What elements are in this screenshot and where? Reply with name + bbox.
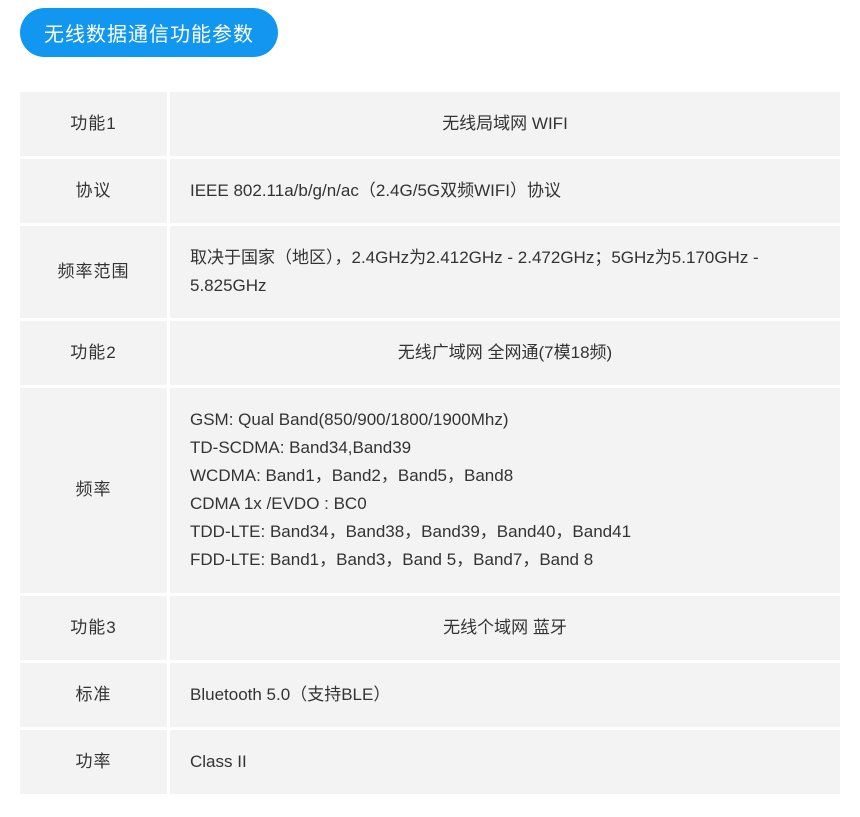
- row-value: 取决于国家（地区），2.4GHz为2.412GHz - 2.472GHz；5GH…: [170, 226, 840, 318]
- freq-line: GSM: Qual Band(850/900/1800/1900Mhz): [190, 406, 820, 434]
- row-label: 标准: [20, 663, 170, 727]
- table-row: 频率范围 取决于国家（地区），2.4GHz为2.412GHz - 2.472GH…: [20, 226, 840, 318]
- row-value: GSM: Qual Band(850/900/1800/1900Mhz) TD-…: [170, 388, 840, 592]
- table-row: 功率 Class II: [20, 730, 840, 794]
- table-row: 协议 IEEE 802.11a/b/g/n/ac（2.4G/5G双频WIFI）协…: [20, 159, 840, 223]
- row-label: 频率: [20, 388, 170, 592]
- row-value: Class II: [170, 730, 840, 794]
- table-row: 功能1 无线局域网 WIFI: [20, 92, 840, 156]
- row-value: IEEE 802.11a/b/g/n/ac（2.4G/5G双频WIFI）协议: [170, 159, 840, 223]
- row-value: 无线局域网 WIFI: [170, 92, 840, 156]
- spec-table: 功能1 无线局域网 WIFI 协议 IEEE 802.11a/b/g/n/ac（…: [20, 89, 840, 797]
- row-value: 无线个域网 蓝牙: [170, 596, 840, 660]
- row-label: 功率: [20, 730, 170, 794]
- row-label: 功能2: [20, 321, 170, 385]
- table-row: 功能3 无线个域网 蓝牙: [20, 596, 840, 660]
- table-row: 功能2 无线广域网 全网通(7模18频): [20, 321, 840, 385]
- row-label: 协议: [20, 159, 170, 223]
- table-row: 频率 GSM: Qual Band(850/900/1800/1900Mhz) …: [20, 388, 840, 592]
- row-value: Bluetooth 5.0（支持BLE）: [170, 663, 840, 727]
- row-label: 功能1: [20, 92, 170, 156]
- table-row: 标准 Bluetooth 5.0（支持BLE）: [20, 663, 840, 727]
- freq-line: WCDMA: Band1，Band2，Band5，Band8: [190, 462, 820, 490]
- row-label: 功能3: [20, 596, 170, 660]
- freq-line: TDD-LTE: Band34，Band38，Band39，Band40，Ban…: [190, 518, 820, 546]
- row-value: 无线广域网 全网通(7模18频): [170, 321, 840, 385]
- row-label: 频率范围: [20, 226, 170, 318]
- freq-line: TD-SCDMA: Band34,Band39: [190, 434, 820, 462]
- freq-line: FDD-LTE: Band1，Band3，Band 5，Band7，Band 8: [190, 546, 820, 574]
- freq-line: CDMA 1x /EVDO : BC0: [190, 490, 820, 518]
- section-title-pill: 无线数据通信功能参数: [20, 8, 278, 57]
